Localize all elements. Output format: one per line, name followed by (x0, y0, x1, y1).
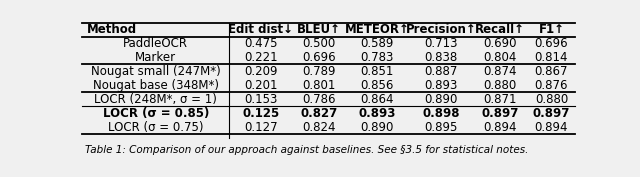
Text: 0.814: 0.814 (535, 51, 568, 64)
Text: 0.874: 0.874 (484, 65, 517, 78)
Text: 0.824: 0.824 (302, 121, 336, 134)
Text: Nougat base (348M*): Nougat base (348M*) (93, 79, 219, 92)
Text: 0.713: 0.713 (424, 37, 458, 50)
Text: Method: Method (86, 23, 136, 36)
Text: 0.897: 0.897 (533, 107, 570, 120)
Text: 0.838: 0.838 (424, 51, 458, 64)
Text: 0.475: 0.475 (244, 37, 278, 50)
Text: 0.867: 0.867 (535, 65, 568, 78)
Text: 0.696: 0.696 (302, 51, 336, 64)
Text: 0.789: 0.789 (302, 65, 336, 78)
Text: 0.690: 0.690 (484, 37, 517, 50)
Text: LOCR (σ = 0.75): LOCR (σ = 0.75) (108, 121, 204, 134)
Text: 0.890: 0.890 (424, 93, 458, 106)
Text: 0.880: 0.880 (535, 93, 568, 106)
Text: Recall↑: Recall↑ (476, 23, 525, 36)
Text: Precision↑: Precision↑ (405, 23, 476, 36)
Text: Nougat small (247M*): Nougat small (247M*) (91, 65, 221, 78)
Text: 0.696: 0.696 (534, 37, 568, 50)
Text: 0.876: 0.876 (535, 79, 568, 92)
Text: 0.209: 0.209 (244, 65, 278, 78)
Text: 0.894: 0.894 (535, 121, 568, 134)
Text: 0.897: 0.897 (482, 107, 519, 120)
Text: LOCR (248M*, σ = 1): LOCR (248M*, σ = 1) (94, 93, 217, 106)
Text: 0.153: 0.153 (244, 93, 278, 106)
Text: 0.127: 0.127 (244, 121, 278, 134)
Text: 0.871: 0.871 (484, 93, 517, 106)
Text: 0.864: 0.864 (360, 93, 394, 106)
Text: 0.895: 0.895 (424, 121, 458, 134)
Text: 0.898: 0.898 (422, 107, 460, 120)
Text: 0.801: 0.801 (302, 79, 336, 92)
Text: 0.221: 0.221 (244, 51, 278, 64)
Text: 0.125: 0.125 (243, 107, 280, 120)
Text: 0.201: 0.201 (244, 79, 278, 92)
Text: F1↑: F1↑ (538, 23, 564, 36)
Text: 0.893: 0.893 (424, 79, 458, 92)
Text: 0.786: 0.786 (302, 93, 336, 106)
Text: 0.893: 0.893 (358, 107, 396, 120)
Text: 0.589: 0.589 (360, 37, 394, 50)
Text: 0.827: 0.827 (300, 107, 338, 120)
Text: 0.804: 0.804 (484, 51, 517, 64)
Text: 0.856: 0.856 (360, 79, 394, 92)
Text: LOCR (σ = 0.85): LOCR (σ = 0.85) (102, 107, 209, 120)
Text: 0.500: 0.500 (303, 37, 336, 50)
Text: 0.851: 0.851 (360, 65, 394, 78)
Text: Edit dist↓: Edit dist↓ (228, 23, 294, 36)
Text: 0.887: 0.887 (424, 65, 458, 78)
Text: 0.783: 0.783 (360, 51, 394, 64)
Text: 0.880: 0.880 (484, 79, 517, 92)
Text: 0.894: 0.894 (484, 121, 517, 134)
Text: Marker: Marker (135, 51, 177, 64)
Text: PaddleOCR: PaddleOCR (124, 37, 188, 50)
Text: BLEU↑: BLEU↑ (297, 23, 341, 36)
Text: 0.890: 0.890 (360, 121, 394, 134)
Text: METEOR↑: METEOR↑ (345, 23, 410, 36)
Text: Table 1: Comparison of our approach against baselines. See §3.5 for statistical : Table 1: Comparison of our approach agai… (85, 145, 529, 155)
